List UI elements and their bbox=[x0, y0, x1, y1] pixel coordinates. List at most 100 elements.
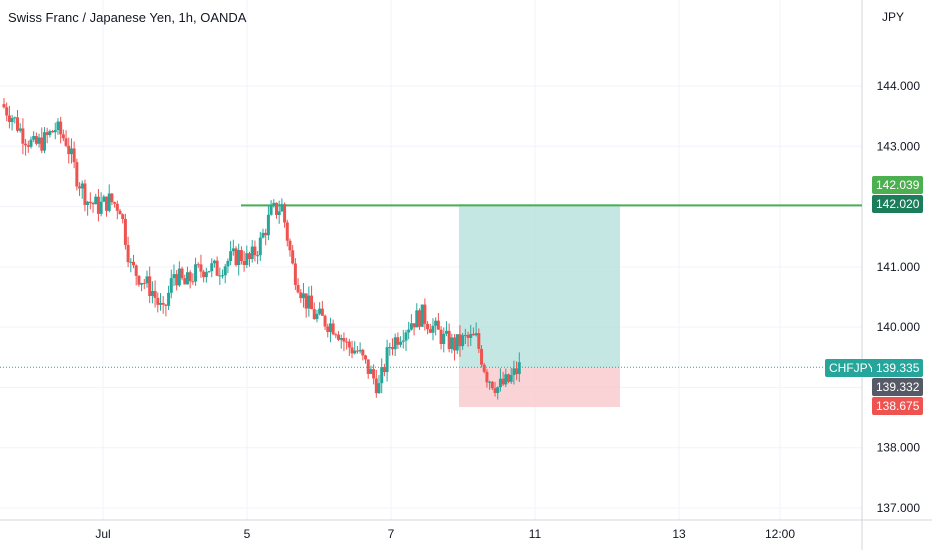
candle-body bbox=[280, 204, 284, 212]
candle-body bbox=[45, 132, 49, 136]
candle-body bbox=[91, 202, 95, 205]
candle-body bbox=[401, 340, 405, 342]
x-tick-label: 11 bbox=[529, 527, 542, 541]
candle-body bbox=[293, 263, 297, 285]
candle-body bbox=[466, 334, 470, 338]
candle-body bbox=[53, 130, 57, 133]
candle-body bbox=[69, 148, 73, 155]
candle-body bbox=[461, 335, 465, 347]
candle-body bbox=[453, 337, 457, 351]
candle-body bbox=[118, 210, 122, 215]
candle-body bbox=[180, 268, 184, 279]
candle-body bbox=[366, 359, 370, 374]
candle-body bbox=[199, 264, 203, 272]
candle-body bbox=[455, 334, 459, 351]
candle-body bbox=[339, 338, 343, 340]
candle-body bbox=[226, 260, 230, 267]
candle-body bbox=[409, 323, 413, 330]
candle-body bbox=[175, 274, 179, 286]
candle-body bbox=[407, 329, 411, 333]
candle-body bbox=[24, 143, 28, 146]
candle-body bbox=[369, 369, 373, 374]
current-price-label: 139.335 bbox=[872, 359, 924, 377]
candle-body bbox=[88, 201, 92, 203]
candle-body bbox=[207, 271, 211, 273]
candle-body bbox=[283, 204, 287, 223]
candle-body bbox=[126, 244, 130, 263]
candle-body bbox=[342, 338, 346, 342]
candle-body bbox=[377, 383, 381, 394]
candle-body bbox=[415, 310, 419, 328]
candle-body bbox=[507, 374, 511, 382]
candle-body bbox=[496, 387, 500, 393]
candle-body bbox=[105, 196, 109, 211]
y-tick-label: 140.000 bbox=[877, 320, 921, 334]
candle-body bbox=[301, 293, 305, 299]
candle-body bbox=[428, 329, 432, 333]
candle-body bbox=[434, 320, 438, 326]
candle-body bbox=[501, 378, 505, 385]
candle-body bbox=[177, 268, 181, 286]
candle-body bbox=[274, 202, 278, 215]
candle-body bbox=[110, 193, 114, 203]
candle-body bbox=[75, 162, 79, 187]
candle-body bbox=[310, 295, 314, 310]
candle-body bbox=[196, 264, 200, 266]
candle-body bbox=[328, 323, 332, 332]
candle-body bbox=[40, 137, 44, 151]
candle-body bbox=[132, 261, 135, 266]
candle-body bbox=[490, 381, 494, 389]
candle-body bbox=[320, 308, 324, 316]
candle-body bbox=[21, 128, 25, 144]
candle-body bbox=[469, 333, 473, 338]
candle-body bbox=[229, 251, 233, 261]
candle-body bbox=[164, 304, 168, 306]
candle-body bbox=[13, 117, 17, 119]
candle-body bbox=[223, 266, 227, 276]
candle-body bbox=[374, 378, 378, 394]
candle-body bbox=[56, 121, 60, 131]
candle-body bbox=[504, 374, 508, 385]
candle-body bbox=[269, 204, 273, 215]
candle-body bbox=[169, 278, 173, 293]
candle-body bbox=[393, 337, 397, 350]
candle-body bbox=[372, 369, 376, 379]
candle-body bbox=[134, 265, 138, 276]
x-tick-label: Jul bbox=[95, 527, 110, 541]
candle-body bbox=[450, 337, 454, 350]
candle-body bbox=[32, 136, 36, 140]
candle-body bbox=[358, 349, 362, 352]
candle-body bbox=[337, 334, 341, 340]
candle-body bbox=[382, 367, 386, 373]
candle-body bbox=[458, 334, 462, 347]
candle-body bbox=[326, 326, 330, 332]
y-tick-label: 144.000 bbox=[877, 79, 921, 93]
candle-body bbox=[334, 334, 338, 336]
candle-body bbox=[318, 308, 322, 314]
x-tick-label: 5 bbox=[244, 527, 251, 541]
candle-body bbox=[137, 275, 141, 285]
candle-body bbox=[140, 283, 144, 285]
candle-body bbox=[512, 368, 516, 376]
candle-body bbox=[256, 255, 260, 257]
candle-body bbox=[266, 214, 270, 236]
candle-body bbox=[7, 115, 11, 123]
candle-body bbox=[156, 297, 160, 305]
candle-body bbox=[498, 378, 502, 388]
candle-body bbox=[361, 349, 365, 356]
stop-price-label: 138.675 bbox=[872, 397, 924, 415]
candle-body bbox=[234, 248, 238, 266]
candle-body bbox=[83, 183, 87, 205]
candle-body bbox=[307, 295, 311, 309]
candle-body bbox=[167, 292, 171, 306]
candle-body bbox=[221, 275, 225, 277]
candle-body bbox=[399, 341, 403, 345]
candle-body bbox=[277, 211, 281, 215]
candle-body bbox=[396, 337, 400, 345]
candle-body bbox=[231, 248, 235, 252]
candle-body bbox=[485, 371, 489, 383]
candle-body bbox=[380, 367, 384, 384]
candle-body bbox=[239, 250, 243, 262]
candle-body bbox=[123, 219, 127, 245]
